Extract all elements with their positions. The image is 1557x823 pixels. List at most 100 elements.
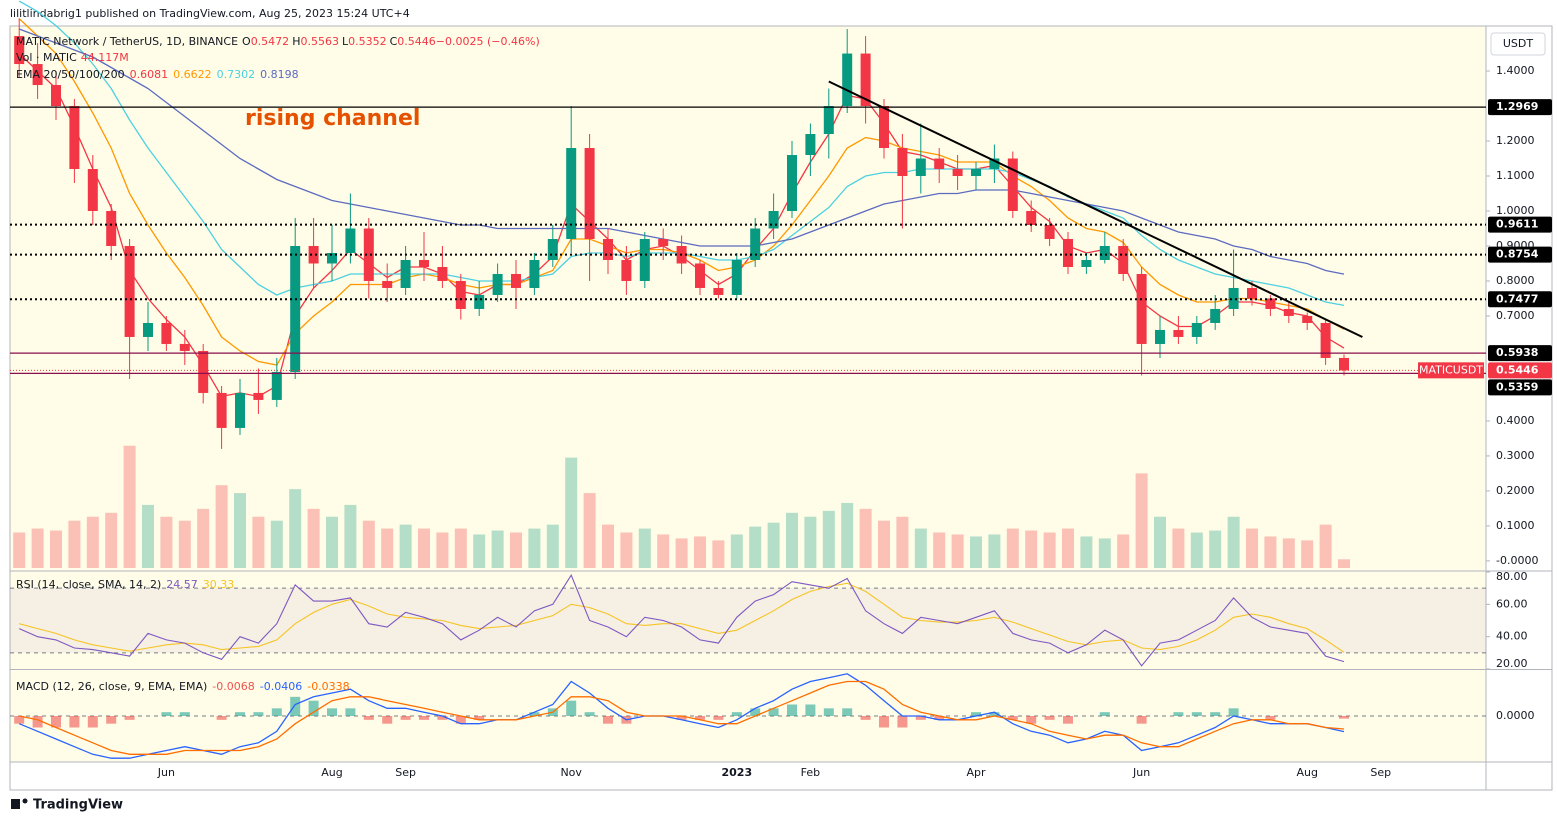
rsi-legend-value: 24.57 xyxy=(166,578,198,591)
macd-histogram-bar xyxy=(529,712,540,716)
ohlc-value: 0.5563 xyxy=(300,35,339,48)
macd-histogram-bar xyxy=(290,696,301,716)
volume-bar xyxy=(178,520,191,568)
macd-histogram-bar xyxy=(345,708,356,716)
volume-bar xyxy=(252,516,265,568)
candle-body xyxy=(750,228,761,260)
volume-bar xyxy=(31,528,44,568)
y-tick-label: 0.2000 xyxy=(1496,484,1535,497)
y-tick-label: 0.1000 xyxy=(1496,519,1535,532)
ema-legend-value: 0.8198 xyxy=(260,68,299,81)
candle-body xyxy=(566,148,577,239)
macd-histogram-bar xyxy=(87,716,98,728)
macd-histogram-bar xyxy=(676,716,687,720)
candle-body xyxy=(1302,315,1313,323)
volume-bar xyxy=(786,512,798,568)
macd-histogram-bar xyxy=(1173,712,1184,716)
macd-histogram-bar xyxy=(879,716,889,728)
macd-histogram-bar xyxy=(603,716,613,724)
candle-body xyxy=(216,392,227,428)
macd-histogram-bar xyxy=(971,712,981,716)
volume-bar xyxy=(602,524,614,568)
candle-body xyxy=(1210,308,1221,323)
volume-bar xyxy=(1006,528,1019,568)
macd-histogram-bar xyxy=(750,708,761,716)
volume-bar xyxy=(418,528,430,568)
volume-bar xyxy=(197,508,210,568)
publisher-line: lilitlindabrig1 published on TradingView… xyxy=(10,7,410,20)
level-label: 0.9611 xyxy=(1496,218,1538,231)
macd-legend-value: -0.0338 xyxy=(307,680,349,693)
ohlc-label: H xyxy=(292,35,300,48)
macd-histogram-bar xyxy=(235,712,245,716)
candle-body xyxy=(731,259,742,295)
ema-legend-value: 0.6081 xyxy=(130,68,169,81)
candle-body xyxy=(1118,245,1129,274)
ohlc-label: L xyxy=(342,35,349,48)
volume-bar xyxy=(326,516,338,568)
macd-legend-value: -0.0068 xyxy=(212,680,254,693)
candle-body xyxy=(1136,273,1147,344)
candle-body xyxy=(474,294,485,309)
macd-histogram-bar xyxy=(713,716,724,720)
macd-histogram-bar xyxy=(805,704,816,716)
volume-bar xyxy=(13,532,26,568)
volume-bar xyxy=(68,520,81,568)
macd-histogram-bar xyxy=(915,716,926,720)
candle-body xyxy=(823,106,834,135)
level-label: 0.8754 xyxy=(1496,248,1539,261)
volume-bar xyxy=(933,532,946,568)
macd-histogram-bar xyxy=(419,716,429,720)
candle-body xyxy=(1228,287,1239,309)
level-label-box xyxy=(1488,99,1552,116)
level-label-box xyxy=(1488,291,1552,308)
volume-bar xyxy=(730,534,743,568)
macd-histogram-bar xyxy=(363,716,374,720)
volume-bar xyxy=(1338,559,1350,568)
volume-bar xyxy=(1227,516,1240,568)
volume-bar xyxy=(1209,530,1222,568)
currency-label: USDT xyxy=(1503,37,1534,50)
macd-histogram-bar xyxy=(382,716,393,724)
volume-bar xyxy=(914,528,927,568)
x-tick-label: Feb xyxy=(801,766,820,779)
candle-body xyxy=(952,169,963,177)
currency-button[interactable] xyxy=(1490,32,1546,56)
ema-legend-value: 0.7302 xyxy=(217,68,256,81)
level-label: 0.5938 xyxy=(1496,346,1538,359)
ema-legend-label: EMA 20/50/100/200 xyxy=(16,68,125,81)
macd-histogram-bar xyxy=(161,712,172,716)
candle-body xyxy=(1191,322,1202,337)
candle-body xyxy=(1247,287,1257,299)
macd-legend: MACD (12, 26, close, 9, EMA, EMA) -0.0068… xyxy=(16,680,350,693)
candle-body xyxy=(1099,245,1110,260)
macd-histogram-bar xyxy=(437,716,448,720)
macd-histogram-bar xyxy=(1099,712,1110,716)
candle-body xyxy=(271,371,282,400)
rsi-legend: RSI (14, close, SMA, 14, 2) 24.57 30.33 xyxy=(16,578,234,591)
candle-body xyxy=(971,169,981,177)
macd-histogram-bar xyxy=(106,716,117,724)
macd-histogram-bar xyxy=(1136,716,1147,724)
volume-bar xyxy=(491,530,504,568)
volume-bar xyxy=(565,457,578,568)
ohlc-value: 0.5352 xyxy=(348,35,387,48)
candle-body xyxy=(603,238,613,260)
footer-logo xyxy=(11,798,28,809)
x-tick-label: 2023 xyxy=(721,766,752,779)
candle-body xyxy=(768,210,779,229)
volume-bar xyxy=(546,524,559,568)
candle-body xyxy=(345,228,356,253)
candle-body xyxy=(1044,224,1055,239)
macd-legend-label: MACD (12, 26, close, 9, EMA, EMA) xyxy=(16,680,207,693)
macd-histogram-bar xyxy=(400,716,411,720)
macd-histogram-bar xyxy=(584,712,595,716)
x-tick-label: Sep xyxy=(1370,766,1391,779)
y-tick-label: 1.1000 xyxy=(1496,169,1535,182)
candle-body xyxy=(455,280,466,309)
volume-bar xyxy=(638,528,651,568)
footer-brand: TradingView xyxy=(33,798,123,813)
candle-body xyxy=(32,64,43,86)
ohlc-label: C xyxy=(390,35,398,48)
